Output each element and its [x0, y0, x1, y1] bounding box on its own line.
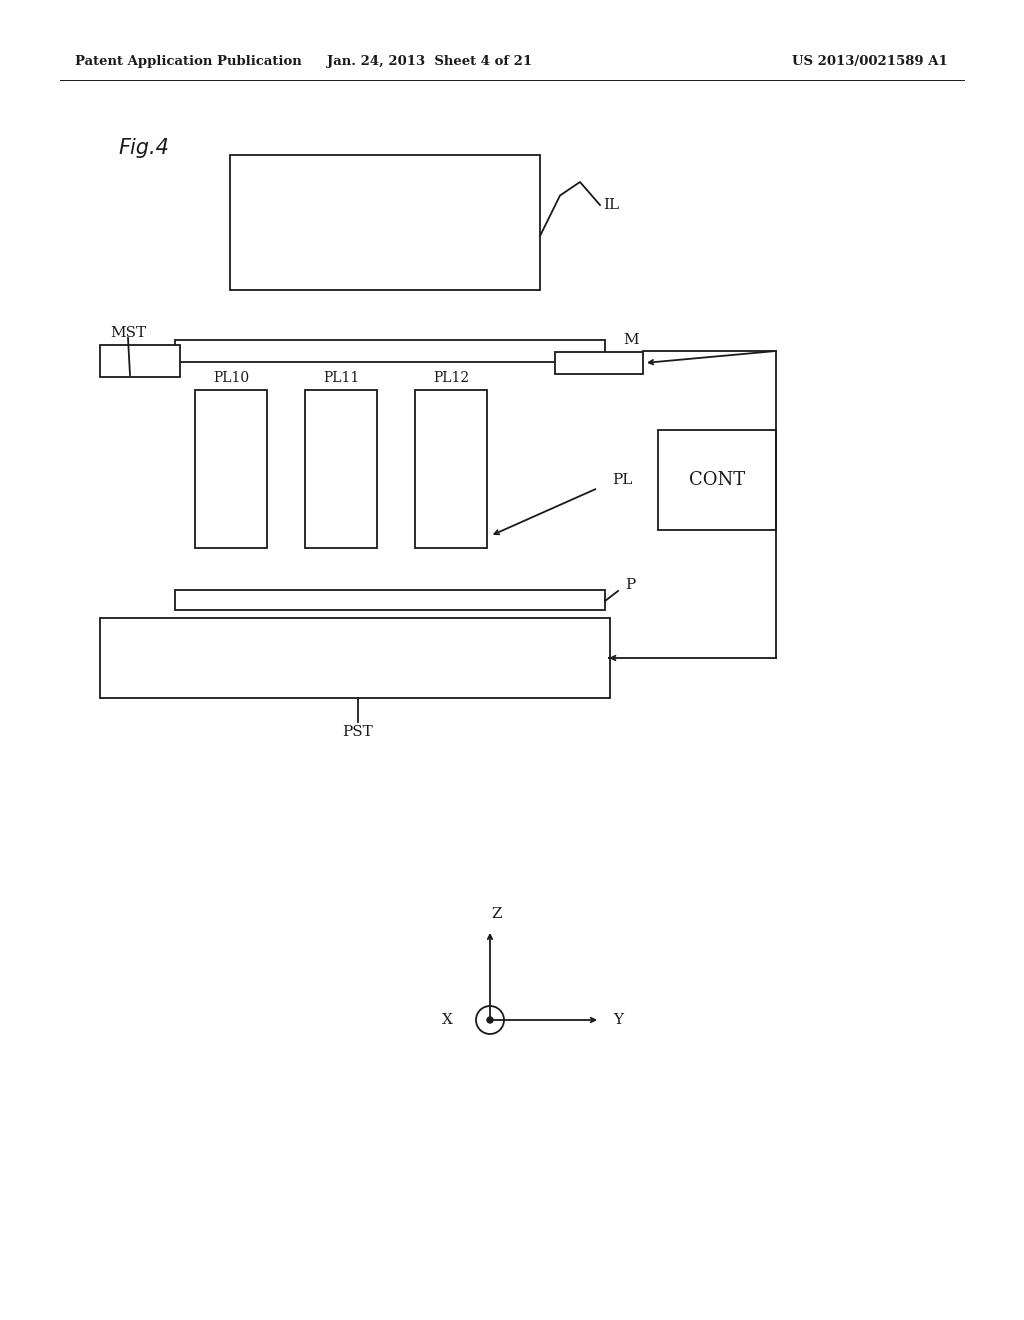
Bar: [230, 154, 540, 290]
Text: PL: PL: [612, 473, 633, 487]
Text: PL10: PL10: [213, 371, 249, 385]
Text: PL12: PL12: [433, 371, 469, 385]
Text: P: P: [625, 578, 635, 591]
Bar: [555, 352, 643, 374]
Text: Fig.4: Fig.4: [118, 139, 169, 158]
Bar: [658, 430, 776, 531]
Text: IL: IL: [603, 198, 620, 213]
Text: Z: Z: [492, 907, 502, 921]
Circle shape: [487, 1016, 493, 1023]
Text: M: M: [623, 333, 639, 347]
Text: Y: Y: [613, 1012, 623, 1027]
Bar: [100, 618, 610, 698]
Text: CONT: CONT: [689, 471, 745, 488]
Text: US 2013/0021589 A1: US 2013/0021589 A1: [793, 55, 948, 69]
Text: X: X: [442, 1012, 453, 1027]
Bar: [195, 389, 267, 548]
Bar: [175, 590, 605, 610]
Text: Patent Application Publication: Patent Application Publication: [75, 55, 302, 69]
Bar: [100, 345, 180, 378]
Text: PL11: PL11: [323, 371, 359, 385]
Text: Jan. 24, 2013  Sheet 4 of 21: Jan. 24, 2013 Sheet 4 of 21: [328, 55, 532, 69]
Bar: [415, 389, 487, 548]
Text: PST: PST: [343, 725, 374, 739]
Bar: [305, 389, 377, 548]
Text: MST: MST: [110, 326, 146, 341]
Bar: [175, 341, 605, 362]
